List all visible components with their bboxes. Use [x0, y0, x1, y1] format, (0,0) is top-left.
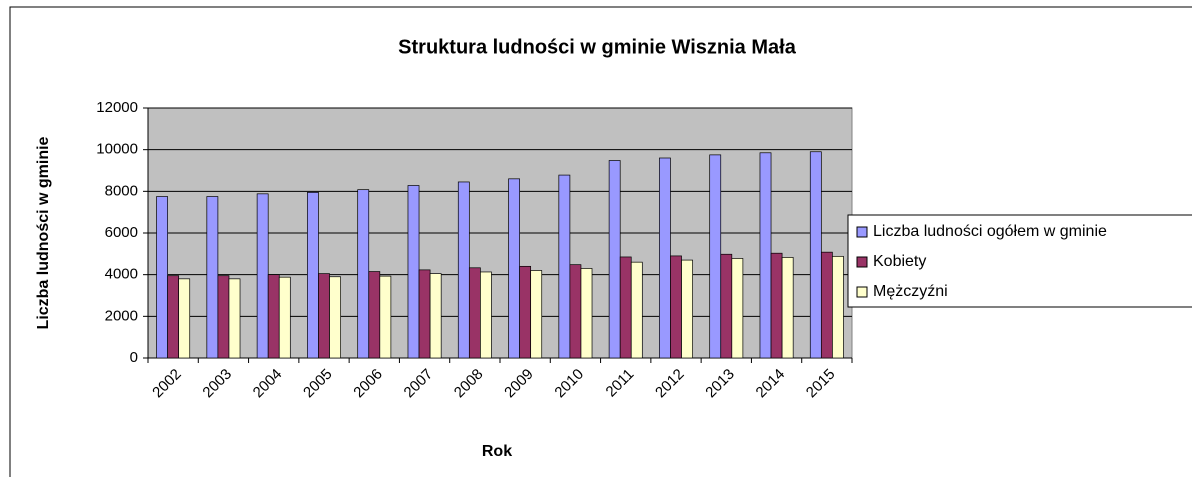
bar	[580, 268, 593, 359]
bar	[508, 178, 520, 359]
chart-title: Struktura ludności w gminie Wisznia Mała	[398, 36, 797, 58]
bar	[206, 196, 219, 359]
bar	[832, 255, 844, 359]
bar	[670, 255, 682, 359]
bar	[256, 193, 269, 359]
y-axis-title: Liczba ludności w gminie	[35, 136, 52, 329]
legend-swatch	[856, 256, 868, 268]
legend-box	[847, 214, 1192, 308]
bar	[569, 264, 582, 359]
bar	[759, 152, 772, 359]
y-tick-label: 12000	[96, 99, 138, 116]
legend-swatch	[856, 286, 868, 298]
y-tick-label: 0	[130, 349, 138, 366]
legend-label: Mężczyźni	[873, 283, 948, 300]
bar	[167, 275, 180, 359]
bar	[709, 154, 722, 359]
bar	[720, 253, 733, 359]
bar	[156, 196, 168, 359]
bar	[731, 258, 744, 359]
legend-swatch	[856, 226, 868, 238]
bar	[217, 275, 230, 359]
y-tick-label: 2000	[105, 307, 138, 324]
y-tick-label: 10000	[96, 141, 138, 158]
bar	[480, 271, 492, 359]
bar	[530, 270, 543, 359]
bar	[630, 261, 643, 359]
legend-label: Liczba ludności ogółem w gminie	[873, 223, 1107, 240]
legend-label: Kobiety	[873, 253, 926, 270]
bar	[519, 265, 532, 359]
y-tick-label: 6000	[105, 224, 138, 241]
bar	[379, 275, 392, 359]
bar	[307, 192, 319, 359]
bar	[558, 174, 571, 359]
bar	[820, 251, 833, 359]
bar	[781, 257, 794, 359]
bar	[809, 151, 822, 359]
y-tick-label: 8000	[105, 182, 138, 199]
bar	[407, 185, 420, 359]
bar	[681, 259, 693, 359]
bar	[770, 252, 783, 359]
bar	[429, 273, 442, 359]
bar	[278, 276, 291, 359]
bar	[457, 181, 470, 359]
bar	[368, 271, 381, 359]
bar	[228, 278, 241, 359]
bar	[418, 269, 431, 359]
bar	[329, 276, 341, 359]
bar	[178, 278, 191, 359]
bar	[468, 267, 481, 359]
x-axis-title: Rok	[482, 443, 512, 460]
bar	[608, 160, 621, 359]
bar	[659, 157, 671, 359]
bar	[619, 256, 632, 359]
y-tick-label: 4000	[105, 266, 138, 283]
bar	[318, 273, 330, 359]
bar	[357, 189, 370, 359]
bar	[267, 274, 280, 359]
